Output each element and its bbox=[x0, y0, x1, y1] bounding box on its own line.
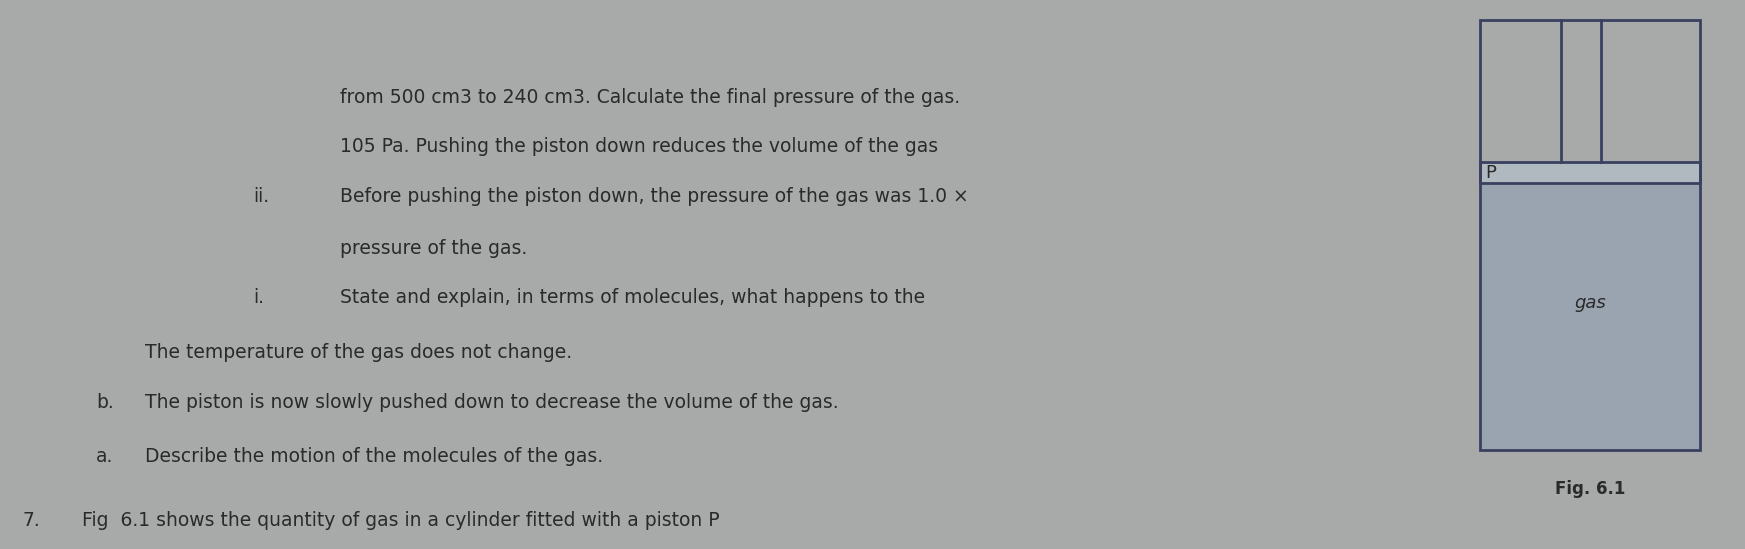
Text: ii.: ii. bbox=[253, 187, 269, 206]
Text: 7.: 7. bbox=[23, 511, 40, 530]
Text: State and explain, in terms of molecules, what happens to the: State and explain, in terms of molecules… bbox=[340, 288, 925, 307]
Text: P: P bbox=[1485, 164, 1495, 182]
Bar bbox=[1480, 20, 1700, 450]
Text: Fig  6.1 shows the quantity of gas in a cylinder fitted with a piston P: Fig 6.1 shows the quantity of gas in a c… bbox=[82, 511, 719, 530]
Text: i.: i. bbox=[253, 288, 263, 307]
Text: a.: a. bbox=[96, 447, 113, 467]
Text: b.: b. bbox=[96, 393, 113, 412]
Text: 105 Pa. Pushing the piston down reduces the volume of the gas: 105 Pa. Pushing the piston down reduces … bbox=[340, 137, 939, 156]
Text: The piston is now slowly pushed down to decrease the volume of the gas.: The piston is now slowly pushed down to … bbox=[145, 393, 838, 412]
Text: Describe the motion of the molecules of the gas.: Describe the motion of the molecules of … bbox=[145, 447, 604, 467]
Text: Fig. 6.1: Fig. 6.1 bbox=[1555, 480, 1625, 498]
Bar bbox=[1480, 162, 1700, 183]
Bar bbox=[1480, 20, 1700, 162]
Text: pressure of the gas.: pressure of the gas. bbox=[340, 239, 527, 258]
Text: Before pushing the piston down, the pressure of the gas was 1.0 ×: Before pushing the piston down, the pres… bbox=[340, 187, 968, 206]
Bar bbox=[1480, 183, 1700, 450]
Text: from 500 cm3 to 240 cm3. Calculate the final pressure of the gas.: from 500 cm3 to 240 cm3. Calculate the f… bbox=[340, 88, 960, 107]
Text: gas: gas bbox=[1574, 294, 1605, 312]
Text: The temperature of the gas does not change.: The temperature of the gas does not chan… bbox=[145, 343, 572, 362]
